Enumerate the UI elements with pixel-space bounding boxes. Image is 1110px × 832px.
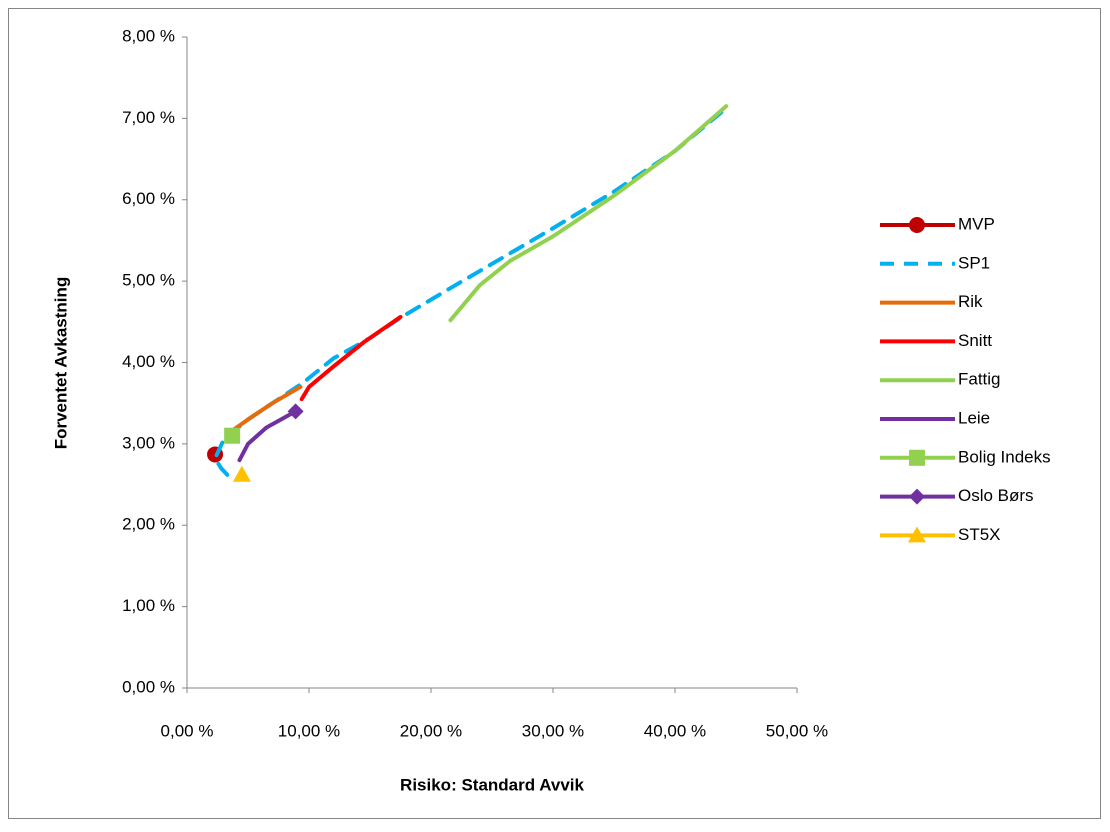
- series-line: [213, 108, 726, 477]
- marker: [287, 403, 304, 420]
- x-tick-label: 0,00 %: [161, 721, 214, 740]
- legend-label: MVP: [958, 214, 995, 233]
- y-tick-label: 8,00 %: [122, 26, 175, 45]
- legend-marker: [909, 449, 925, 466]
- legend-marker: [909, 488, 925, 505]
- y-tick-label: 1,00 %: [122, 596, 175, 615]
- x-axis-title: Risiko: Standard Avvik: [400, 775, 584, 794]
- y-axis-title: Forventet Avkastning: [51, 277, 70, 450]
- legend-marker: [909, 217, 925, 233]
- x-tick-label: 20,00 %: [400, 721, 462, 740]
- x-tick-label: 40,00 %: [644, 721, 706, 740]
- x-tick-label: 10,00 %: [278, 721, 340, 740]
- legend-label: Rik: [958, 292, 983, 311]
- chart-border: [8, 8, 1101, 819]
- legend-label: Oslo Børs: [958, 486, 1034, 505]
- marker: [224, 427, 241, 444]
- series-line: [299, 314, 403, 402]
- y-tick-label: 4,00 %: [122, 352, 175, 371]
- legend-label: Snitt: [958, 331, 992, 350]
- y-tick-label: 0,00 %: [122, 677, 175, 696]
- legend-label: Fattig: [958, 370, 1001, 389]
- y-tick-label: 6,00 %: [122, 189, 175, 208]
- y-tick-label: 2,00 %: [122, 515, 175, 534]
- legend-label: Leie: [958, 408, 990, 427]
- marker: [232, 465, 251, 482]
- y-tick-label: 3,00 %: [122, 433, 175, 452]
- x-tick-label: 30,00 %: [522, 721, 584, 740]
- series-line: [448, 104, 729, 323]
- legend-label: Bolig Indeks: [958, 447, 1051, 466]
- x-tick-label: 50,00 %: [766, 721, 828, 740]
- series-line: [237, 409, 298, 463]
- legend-label: ST5X: [958, 525, 1001, 544]
- legend-marker: [908, 526, 926, 543]
- y-tick-label: 7,00 %: [122, 108, 175, 127]
- y-tick-label: 5,00 %: [122, 271, 175, 290]
- series-line: [225, 384, 303, 437]
- legend-label: SP1: [958, 253, 990, 272]
